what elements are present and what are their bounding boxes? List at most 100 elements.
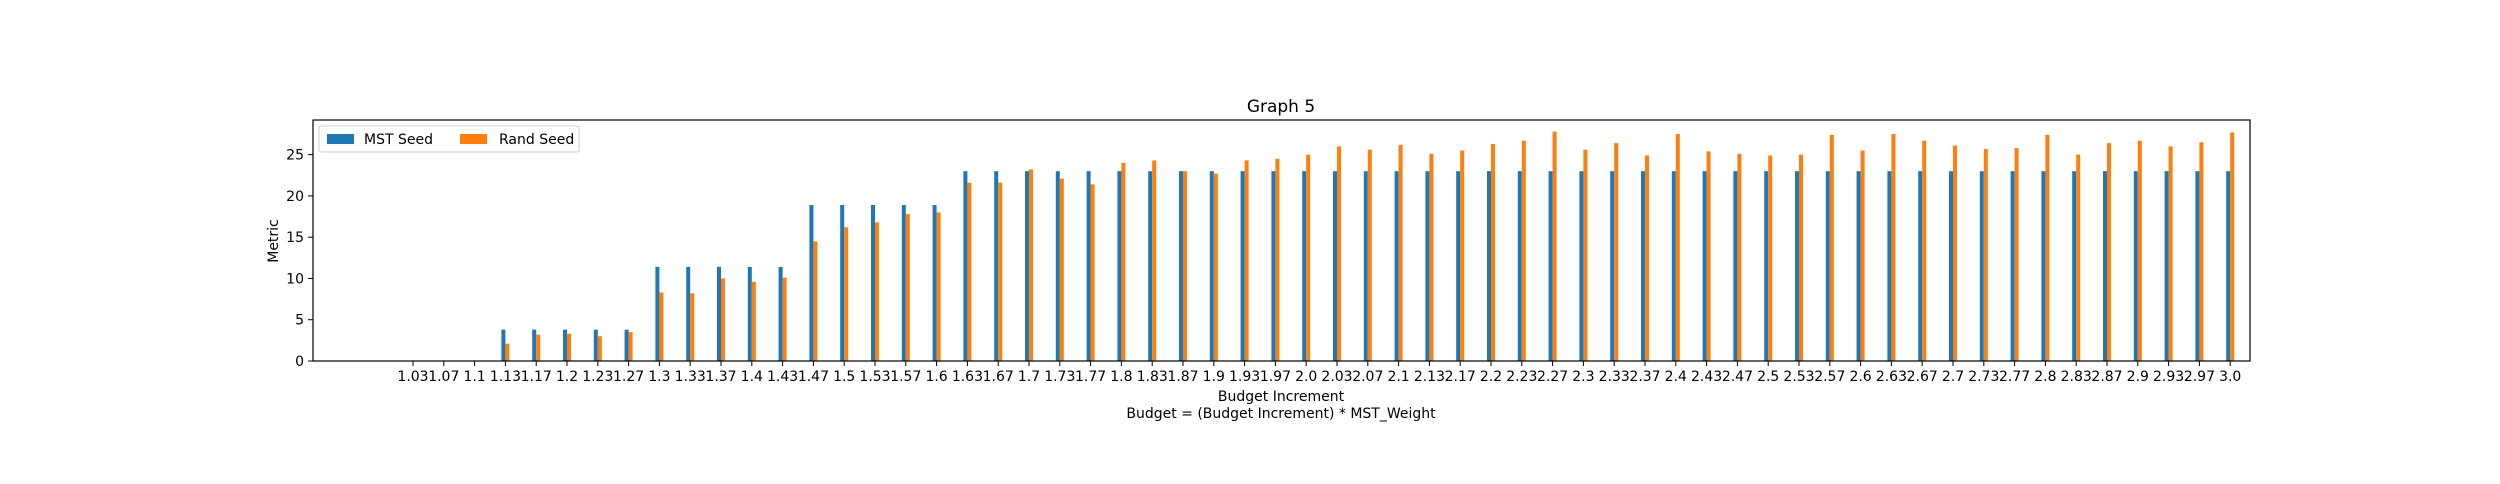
x-tick-label: 3.0 [2219,369,2241,385]
x-tick-label: 2.07 [1352,369,1383,385]
y-tick-label: 25 [286,148,304,164]
bar-rand-seed-2.2 [1491,143,1495,361]
legend-label-mst-seed: MST Seed [364,132,433,148]
bar-mst-seed-2.53 [1795,171,1799,361]
bar-rand-seed-2.9 [2137,140,2142,361]
x-tick-label: 2.8 [2034,369,2056,385]
bar-rand-seed-2.77 [2014,148,2019,361]
bar-rand-seed-2.47 [1737,153,1742,361]
bar-rand-seed-2.03 [1337,146,1341,361]
bar-mst-seed-1.67 [994,171,999,361]
x-tick-label: 1.1 [463,369,485,385]
x-tick-label: 1.17 [521,369,552,385]
x-tick-label: 1.9 [1203,369,1225,385]
bar-mst-seed-1.5 [840,205,845,361]
bar-rand-seed-1.13 [505,343,510,361]
bar-mst-seed-1.17 [532,329,537,361]
bar-rand-seed-1.4 [751,281,756,361]
legend-swatch-mst-seed [327,134,354,144]
bar-mst-seed-1.53 [871,205,875,361]
bar-rand-seed-1.8 [1121,162,1126,361]
chart-title: Graph 5 [1247,97,1315,117]
bar-mst-seed-2.57 [1825,171,1830,361]
x-tick-label: 1.6 [925,369,947,385]
bar-mst-seed-1.23 [593,329,598,361]
bar-rand-seed-1.73 [1059,178,1064,361]
bar-rand-seed-1.2 [567,333,571,361]
bar-rand-seed-2.4 [1675,134,1680,361]
x-tick-label: 2.37 [1629,369,1660,385]
bar-mst-seed-2.87 [2103,171,2107,361]
bar-mst-seed-1.13 [501,329,506,361]
bar-rand-seed-2.33 [1614,143,1619,361]
bar-rand-seed-2.3 [1583,149,1588,361]
bar-rand-seed-1.97 [1275,158,1280,361]
bar-mst-seed-1.3 [655,266,660,361]
bar-mst-seed-2.07 [1363,171,1368,361]
bar-rand-seed-2.63 [1891,134,1896,361]
x-tick-label: 2.73 [1968,369,1999,385]
x-tick-label: 2.1 [1387,369,1409,385]
bar-mst-seed-1.6 [932,205,937,361]
bar-rand-seed-2.5 [1768,155,1773,361]
bar-rand-seed-1.3 [659,292,664,361]
x-tick-label: 1.03 [397,369,428,385]
bar-rand-seed-2.37 [1645,155,1649,361]
x-tick-label: 2.3 [1572,369,1594,385]
bar-rand-seed-2.1 [1398,144,1403,361]
x-tick-label: 1.83 [1137,369,1168,385]
y-axis: 0 5 10 15 20 25 [286,148,313,370]
bar-mst-seed-1.9 [1209,171,1214,361]
x-tick-label: 2.57 [1814,369,1845,385]
bar-rand-seed-1.27 [628,332,633,361]
x-tick-label: 2.87 [2091,369,2122,385]
bar-rand-seed-2.13 [1429,153,1434,361]
bar-rand-seed-1.33 [690,293,695,361]
x-axis-label: Budget Increment [1218,389,1345,405]
bar-rand-seed-1.47 [813,241,818,361]
bar-mst-seed-1.63 [963,171,968,361]
bar-mst-seed-1.83 [1148,171,1153,361]
x-tick-label: 2.2 [1480,369,1502,385]
bar-rand-seed-3.0 [2230,132,2235,361]
bar-rand-seed-2.93 [2168,146,2173,361]
bar-rand-seed-1.5 [844,227,849,361]
plot-frame [312,119,2251,362]
x-tick-label: 1.77 [1075,369,1106,385]
bar-rand-seed-1.77 [1090,184,1095,361]
legend-label-rand-seed: Rand Seed [499,132,574,148]
x-tick-label: 2.63 [1876,369,1907,385]
x-tick-label: 2.0 [1295,369,1317,385]
bar-mst-seed-1.47 [809,205,814,361]
x-tick-label: 1.4 [741,369,763,385]
x-tick-label: 2.83 [2061,369,2092,385]
bar-mst-seed-2.7 [1949,171,1953,361]
x-tick-label: 2.03 [1321,369,1352,385]
bar-mst-seed-2.6 [1856,171,1861,361]
bar-mst-seed-1.33 [686,266,691,361]
bar-rand-seed-2.97 [2199,142,2204,361]
bar-mst-seed-3.0 [2226,171,2231,361]
legend-frame [318,125,580,153]
bar-mst-seed-2.13 [1425,171,1430,361]
x-tick-label: 1.53 [859,369,890,385]
bar-rand-seed-1.93 [1244,160,1249,361]
bar-rand-seed-2.67 [1922,140,1927,361]
bar-mst-seed-1.57 [901,205,906,361]
x-tick-label: 2.9 [2127,369,2149,385]
x-tick-label: 1.87 [1167,369,1198,385]
bar-rand-seed-1.17 [536,334,541,361]
x-tick-label: 1.7 [1018,369,1040,385]
legend: MST Seed Rand Seed [318,125,580,153]
x-tick-label: 1.07 [428,369,459,385]
bar-mst-seed-1.87 [1179,171,1183,361]
bar-rand-seed-1.53 [875,222,879,361]
bar-rand-seed-1.67 [998,182,1003,361]
x-tick-label: 2.93 [2153,369,2184,385]
bar-mst-seed-1.93 [1240,171,1245,361]
x-tick-label: 2.5 [1757,369,1779,385]
y-tick-label: 10 [286,271,304,287]
x-tick-label: 1.8 [1110,369,1132,385]
bar-rand-seed-1.83 [1152,160,1157,361]
bar-mst-seed-2.0 [1302,171,1307,361]
